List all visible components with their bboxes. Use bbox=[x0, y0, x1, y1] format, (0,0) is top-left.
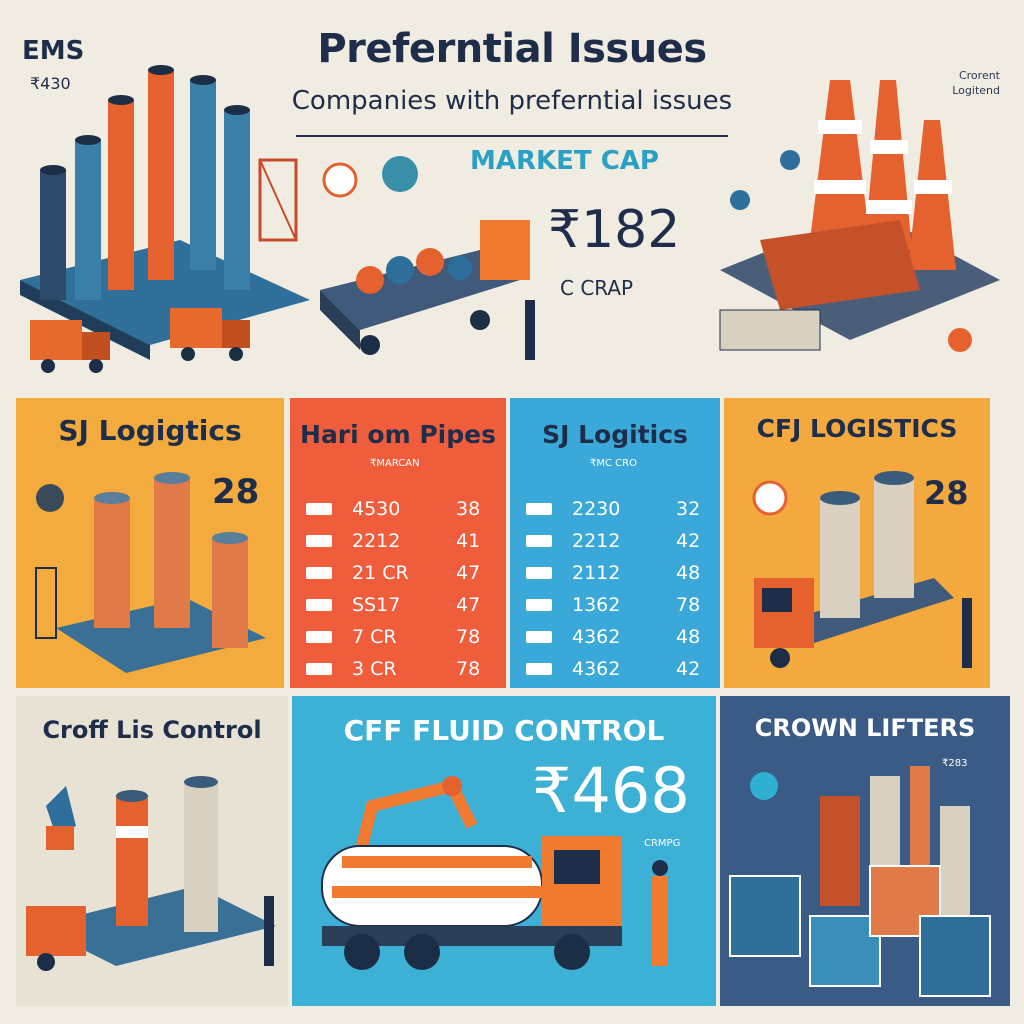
row-figure: 42 bbox=[676, 530, 701, 552]
table-row: 2230 32 bbox=[526, 494, 722, 524]
panel-title: CROWN LIFTERS bbox=[754, 714, 976, 742]
panel-sj-logistics-left: SJ Logigtics 28 bbox=[16, 398, 284, 688]
table-row: 4362 42 bbox=[526, 654, 722, 684]
row-chip bbox=[306, 567, 332, 579]
panel-caption: ₹MC CRO bbox=[590, 458, 637, 469]
panel-crown-lifters: CROWN LIFTERS ₹283 bbox=[720, 696, 1010, 1006]
row-figure: 48 bbox=[676, 562, 701, 584]
tanker-truck-illustration bbox=[321, 776, 668, 970]
row-figure: 78 bbox=[456, 626, 481, 648]
panel-value: 28 bbox=[212, 472, 260, 512]
row-chip bbox=[526, 599, 552, 611]
row-value: 1362 bbox=[572, 594, 621, 616]
table-row: 4530 38 bbox=[306, 494, 502, 524]
panel-hariom-pipes: Hari om Pipes ₹MARCAN 4530 38 2212 41 21… bbox=[290, 398, 506, 688]
page-title: Preferntial Issues bbox=[317, 26, 707, 72]
row-figure: 42 bbox=[676, 658, 701, 680]
row-figure: 47 bbox=[456, 594, 481, 616]
panel-sj-logistics-right: SJ Logitics ₹MC CRO 2230 32 2212 42 2112… bbox=[510, 398, 720, 688]
panel-title: Croff Lis Control bbox=[42, 716, 262, 744]
ems-number: ₹430 bbox=[30, 74, 71, 93]
table-row: 2212 41 bbox=[306, 526, 502, 556]
table-row: 2212 42 bbox=[526, 526, 722, 556]
panel-title: SJ Logigtics bbox=[58, 414, 242, 447]
row-value: 2212 bbox=[352, 530, 401, 552]
panel-caption: ₹MARCAN bbox=[370, 458, 420, 469]
row-figure: 78 bbox=[456, 658, 481, 680]
row-figure: 38 bbox=[456, 498, 481, 520]
page-subtitle: Companies with preferntial issues bbox=[291, 86, 733, 116]
row-value: 3 CR bbox=[352, 658, 397, 680]
panel-cfj-logistics: CFJ LOGISTICS 28 bbox=[724, 398, 990, 688]
row-value: 21 CR bbox=[352, 562, 409, 584]
table-row: 1362 78 bbox=[526, 590, 722, 620]
panel-cff-fluid-control: CFF FLUID CONTROL ₹468 CRMPG bbox=[292, 696, 716, 1006]
truck-with-pipes-illustration bbox=[752, 471, 972, 668]
pipes-illustration-left bbox=[20, 65, 310, 373]
row-figure: 47 bbox=[456, 562, 481, 584]
panel-title: CFF FLUID CONTROL bbox=[343, 714, 665, 747]
row-chip bbox=[306, 663, 332, 675]
row-chip bbox=[306, 631, 332, 643]
table-row: 4362 48 bbox=[526, 622, 722, 652]
corner-note: Crorent Logitend bbox=[952, 69, 1000, 97]
row-value: 2112 bbox=[572, 562, 621, 584]
row-figure: 32 bbox=[676, 498, 701, 520]
row-chip bbox=[526, 503, 552, 515]
row-value: 4362 bbox=[572, 626, 621, 648]
market-cap-unit: C CRAP bbox=[560, 276, 634, 300]
row-value: 2212 bbox=[572, 530, 621, 552]
table-row: 21 CR 47 bbox=[306, 558, 502, 588]
ems-label: EMS bbox=[22, 36, 85, 66]
row-chip bbox=[526, 567, 552, 579]
row-value: SS17 bbox=[352, 594, 401, 616]
table-row: 2112 48 bbox=[526, 558, 722, 588]
row-value: 4362 bbox=[572, 658, 621, 680]
row-chip bbox=[306, 503, 332, 515]
panel-title: Hari om Pipes bbox=[300, 420, 496, 449]
market-cap-value: ₹182 bbox=[548, 200, 681, 260]
row-figure: 48 bbox=[676, 626, 701, 648]
truck-illustration-center bbox=[320, 156, 535, 360]
row-value: 2230 bbox=[572, 498, 621, 520]
chimneys-illustration-right bbox=[719, 80, 1000, 352]
table-row: 3 CR 78 bbox=[306, 654, 502, 684]
panel-value: 28 bbox=[924, 474, 969, 512]
row-chip bbox=[526, 663, 552, 675]
panel-title: CFJ LOGISTICS bbox=[756, 414, 958, 443]
row-value: 7 CR bbox=[352, 626, 397, 648]
panel-title: SJ Logitics bbox=[542, 420, 688, 449]
panel-value: ₹468 bbox=[532, 754, 690, 827]
pipes-on-platform-illustration bbox=[35, 472, 266, 673]
row-figure: 78 bbox=[676, 594, 701, 616]
row-chip bbox=[526, 535, 552, 547]
table-row: 7 CR 78 bbox=[306, 622, 502, 652]
panel-croff-control: Croff Lis Control bbox=[16, 696, 288, 1006]
title-divider bbox=[296, 135, 728, 137]
containers-and-towers-illustration bbox=[729, 766, 991, 997]
panel-caption: ₹283 bbox=[942, 758, 968, 769]
row-value: 4530 bbox=[352, 498, 401, 520]
table-row: SS17 47 bbox=[306, 590, 502, 620]
row-chip bbox=[306, 599, 332, 611]
panel-caption: CRMPG bbox=[644, 838, 681, 849]
row-chip bbox=[526, 631, 552, 643]
market-cap-label: MARKET CAP bbox=[470, 146, 659, 176]
row-chip bbox=[306, 535, 332, 547]
row-figure: 41 bbox=[456, 530, 481, 552]
plant-and-pipes-illustration bbox=[26, 776, 276, 971]
